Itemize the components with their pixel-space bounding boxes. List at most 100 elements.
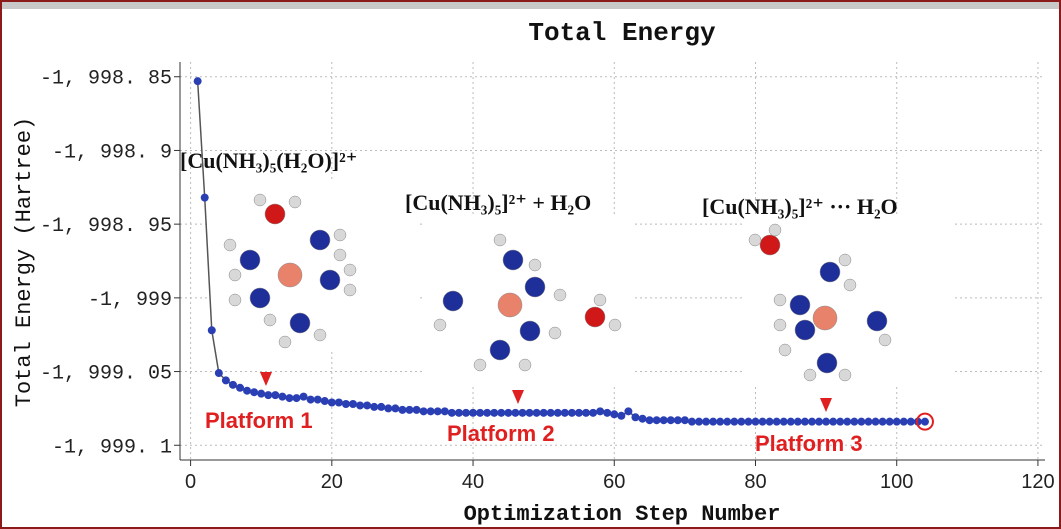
data-point [716, 418, 724, 426]
atom [474, 359, 486, 371]
data-point [766, 418, 774, 426]
atom [310, 230, 330, 250]
data-point [356, 401, 364, 409]
data-point [321, 397, 329, 405]
atom [279, 336, 291, 348]
data-point [526, 409, 534, 417]
data-point [342, 400, 350, 408]
data-point [236, 384, 244, 392]
data-point [490, 409, 498, 417]
data-point [610, 410, 618, 418]
data-point [822, 418, 830, 426]
formula-label: [Cu(NH₃)₅(H₂O)]²⁺ [180, 148, 357, 173]
data-point [243, 387, 251, 395]
data-point [370, 403, 378, 411]
data-point [194, 77, 202, 85]
data-point [363, 401, 371, 409]
atom [609, 319, 621, 331]
y-tick-label: -1, 999. 1 [52, 436, 172, 459]
data-point [285, 394, 293, 402]
data-point [554, 409, 562, 417]
data-point [271, 391, 279, 399]
atom [749, 234, 761, 246]
atom [879, 334, 891, 346]
data-point [617, 412, 625, 420]
data-point [589, 409, 597, 417]
atom [820, 262, 840, 282]
data-point [300, 393, 308, 401]
y-tick-label: -1, 998. 9 [52, 141, 172, 164]
data-point [723, 418, 731, 426]
data-point [787, 418, 795, 426]
x-tick-label: 40 [462, 471, 484, 493]
data-point [208, 326, 216, 334]
atom [278, 263, 302, 287]
atom [240, 250, 260, 270]
data-point [907, 418, 915, 426]
platform-label: Platform 1 [205, 408, 313, 433]
chart-title: Total Energy [528, 18, 716, 48]
data-point [624, 407, 632, 415]
atom [813, 306, 837, 330]
atom [585, 307, 605, 327]
data-point [413, 406, 421, 414]
atom [760, 235, 780, 255]
x-tick-label: 100 [880, 471, 913, 493]
data-point [264, 391, 272, 399]
formula-label: [Cu(NH₃)₅]²⁺ + H₂O [405, 190, 591, 215]
data-point [434, 407, 442, 415]
atom [289, 196, 301, 208]
atom [434, 319, 446, 331]
atom [774, 319, 786, 331]
data-point [667, 416, 675, 424]
data-point [476, 409, 484, 417]
data-point [398, 406, 406, 414]
atom [224, 239, 236, 251]
data-point [780, 418, 788, 426]
formula-label: [Cu(NH₃)₅]²⁺ ··· H₂O [702, 194, 898, 219]
atom [498, 293, 522, 317]
data-point [314, 396, 322, 404]
atom [503, 250, 523, 270]
data-point [886, 418, 894, 426]
atom [525, 277, 545, 297]
data-point [349, 400, 357, 408]
data-point [646, 416, 654, 424]
atom [490, 340, 510, 360]
data-point [596, 407, 604, 415]
atom [229, 269, 241, 281]
data-point [582, 409, 590, 417]
data-point [744, 418, 752, 426]
chart: Total Energy Optimization Step Number To… [0, 0, 1061, 529]
data-point [836, 418, 844, 426]
data-point [420, 407, 428, 415]
page: {"chart_data": {"type": "line", "title":… [0, 0, 1061, 529]
atom [790, 295, 810, 315]
atom [774, 294, 786, 306]
data-point [427, 407, 435, 415]
atom [314, 329, 326, 341]
atom [839, 369, 851, 381]
platform-label: Platform 2 [447, 421, 555, 446]
x-tick-label: 60 [603, 471, 625, 493]
data-point [631, 413, 639, 421]
data-point [681, 416, 689, 424]
x-tick-label: 0 [185, 471, 196, 493]
atom [334, 249, 346, 261]
atom [334, 229, 346, 241]
y-tick-label: -1, 998. 85 [40, 68, 172, 91]
atom [769, 224, 781, 236]
atom [344, 264, 356, 276]
data-point [561, 409, 569, 417]
data-point [751, 418, 759, 426]
atom [839, 254, 851, 266]
atom [817, 353, 837, 373]
atom [549, 327, 561, 339]
y-tick-label: -1, 999 [88, 289, 172, 312]
atom [494, 234, 506, 246]
data-point [222, 376, 230, 384]
atom [250, 288, 270, 308]
data-point [293, 394, 301, 402]
atom [265, 204, 285, 224]
data-point [540, 409, 548, 417]
